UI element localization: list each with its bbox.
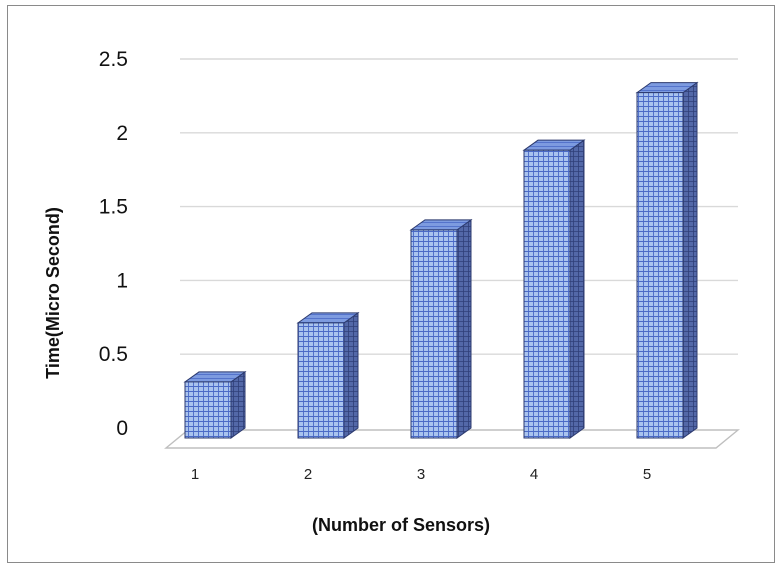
x-tick-label: 1 <box>191 466 199 483</box>
bar-5 <box>635 81 699 439</box>
x-axis-ticks: 1 2 3 4 5 <box>191 466 651 483</box>
y-tick-label: 2 <box>116 122 128 145</box>
bar-2 <box>296 311 360 439</box>
bar-front-face <box>297 322 345 439</box>
bar-front-face <box>184 381 232 439</box>
y-tick-label: 0.5 <box>99 343 128 366</box>
x-axis-title: (Number of Sensors) <box>312 515 490 535</box>
bar-side-face <box>456 218 472 439</box>
chart-frame: 0 0.5 1 1.5 2 2.5 1 2 3 4 5 Time(Micro Second) (N… <box>7 5 775 563</box>
x-tick-label: 3 <box>417 466 425 483</box>
y-axis-title: Time(Micro Second) <box>43 207 63 379</box>
bar-side-face <box>343 311 359 439</box>
bar-side-face <box>569 139 585 439</box>
bar-chart: 0 0.5 1 1.5 2 2.5 1 2 3 4 5 Time(Micro Second) (N… <box>43 48 740 535</box>
bar-front-face <box>410 229 458 439</box>
y-tick-label: 0 <box>116 417 128 440</box>
y-tick-label: 1 <box>116 269 128 292</box>
x-tick-label: 4 <box>530 466 538 483</box>
bar-1 <box>183 370 247 439</box>
bar-side-face <box>230 370 246 439</box>
x-tick-label: 2 <box>304 466 312 483</box>
bar-4 <box>522 139 586 439</box>
bar-front-face <box>523 149 571 439</box>
y-tick-label: 1.5 <box>99 196 128 219</box>
bar-3 <box>409 218 473 439</box>
bars <box>183 81 699 439</box>
x-tick-label: 5 <box>643 466 651 483</box>
y-axis-ticks: 0 0.5 1 1.5 2 2.5 <box>99 48 128 440</box>
bar-side-face <box>682 81 698 439</box>
y-tick-label: 2.5 <box>99 48 128 71</box>
bar-front-face <box>636 92 684 439</box>
